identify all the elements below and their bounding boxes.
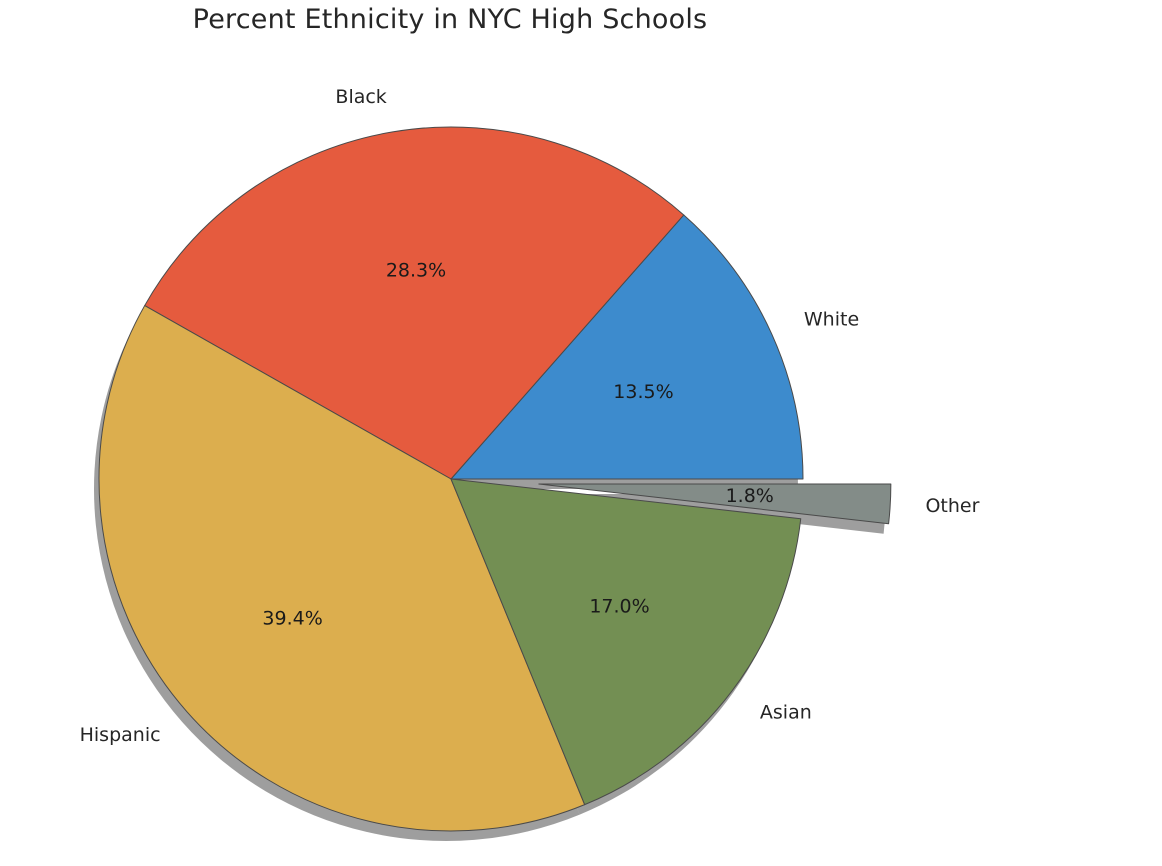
pct-label-black: 28.3% <box>386 260 446 282</box>
slice-label-hispanic: Hispanic <box>80 724 161 746</box>
slice-label-other: Other <box>925 495 979 517</box>
slice-label-asian: Asian <box>760 701 812 723</box>
chart-title: Percent Ethnicity in NYC High Schools <box>192 4 708 35</box>
pie-slice-white <box>450 214 804 480</box>
slice-label-black: Black <box>335 86 386 108</box>
pct-label-white: 13.5% <box>613 381 673 403</box>
slice-layer <box>98 126 892 832</box>
pie-slice-asian <box>450 478 802 806</box>
pct-label-asian: 17.0% <box>589 595 649 617</box>
pct-label-hispanic: 39.4% <box>262 608 322 630</box>
slice-label-white: White <box>804 309 859 331</box>
pie-slice-other <box>538 483 892 525</box>
label-layer: White 13.5% Black 28.3% Hispanic 39.4% Asian 17… <box>80 86 980 746</box>
pct-label-other: 1.8% <box>726 485 774 507</box>
pie-slice-hispanic <box>98 305 586 832</box>
pie-slice-black <box>144 126 685 480</box>
